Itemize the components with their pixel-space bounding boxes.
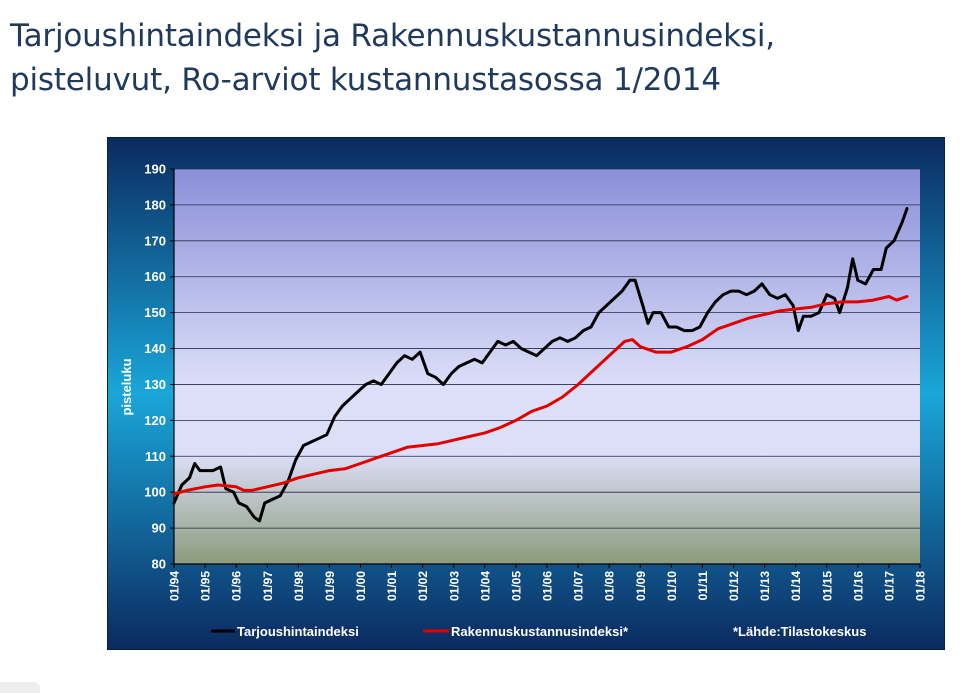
y-axis-label: pisteluku <box>119 358 134 415</box>
x-tick-label: 01/10 <box>665 571 679 601</box>
plot-area <box>174 169 920 564</box>
x-tick-label: 01/01 <box>385 571 399 601</box>
axes: 80 90 100 110 120 130 140 150 160 170 180 190 01/94 0… <box>144 162 927 602</box>
y-tick-label: 170 <box>144 233 166 248</box>
slide-nav-chip[interactable] <box>0 682 40 693</box>
x-tick-label: 01/05 <box>509 571 523 601</box>
x-tick-label: 01/02 <box>416 571 430 601</box>
y-tick-label: 190 <box>144 162 166 177</box>
x-tick-label: 01/07 <box>572 571 586 601</box>
x-tick-label: 01/00 <box>354 571 368 601</box>
source-note: *Lähde:Tilastokeskus <box>733 624 866 639</box>
title-line-1: Tarjoushintaindeksi ja Rakennuskustannus… <box>10 18 775 54</box>
x-tick-label: 01/06 <box>541 571 555 601</box>
x-tick-label: 01/15 <box>820 571 834 601</box>
x-tick-label: 01/94 <box>168 571 182 601</box>
y-tick-label: 80 <box>152 557 166 572</box>
legend-label-rakennus: Rakennuskustannusindeksi* <box>451 624 629 639</box>
x-tick-label: 01/95 <box>199 571 213 601</box>
y-tick-label: 130 <box>144 377 166 392</box>
x-tick-label: 01/12 <box>727 571 741 601</box>
x-tick-label: 01/99 <box>323 571 337 601</box>
chart-svg: 80 90 100 110 120 130 140 150 160 170 180 190 01/94 0… <box>107 137 945 650</box>
y-tick-label: 140 <box>144 341 166 356</box>
x-tick-label: 01/03 <box>447 571 461 601</box>
x-tick-label: 01/04 <box>478 571 492 601</box>
legend-label-tarjous: Tarjoushintaindeksi <box>237 624 359 639</box>
x-tick-label: 01/18 <box>914 571 928 601</box>
y-tick-label: 100 <box>144 485 166 500</box>
y-tick-label: 160 <box>144 269 166 284</box>
y-tick-label: 120 <box>144 413 166 428</box>
page-title: Tarjoushintaindeksi ja Rakennuskustannus… <box>10 14 960 102</box>
title-line-2: pisteluvut, Ro-arviot kustannustasossa 1… <box>10 62 721 98</box>
x-tick-label: 01/08 <box>603 571 617 601</box>
y-tick-label: 150 <box>144 305 166 320</box>
x-tick-label: 01/98 <box>292 571 306 601</box>
x-tick-label: 01/13 <box>758 571 772 601</box>
y-tick-label: 110 <box>145 449 166 464</box>
x-tick-label: 01/16 <box>851 571 865 601</box>
x-tick-label: 01/14 <box>789 571 803 601</box>
x-tick-label: 01/11 <box>696 571 710 601</box>
series-line-tarjoushintaindeksi <box>172 207 909 523</box>
x-tick-label: 01/97 <box>261 571 275 601</box>
y-tick-label: 90 <box>152 521 166 536</box>
x-tick-label: 01/09 <box>634 571 648 601</box>
x-tick-label: 01/96 <box>230 571 244 601</box>
y-tick-label: 180 <box>144 197 166 212</box>
legend: Tarjoushintaindeksi Rakennuskustannusind… <box>211 624 866 639</box>
series-lines <box>172 207 909 523</box>
series-line-rakennuskustannusindeksi <box>172 295 909 496</box>
chart: 80 90 100 110 120 130 140 150 160 170 180 190 01/94 0… <box>107 137 945 650</box>
x-tick-label: 01/17 <box>882 571 896 601</box>
